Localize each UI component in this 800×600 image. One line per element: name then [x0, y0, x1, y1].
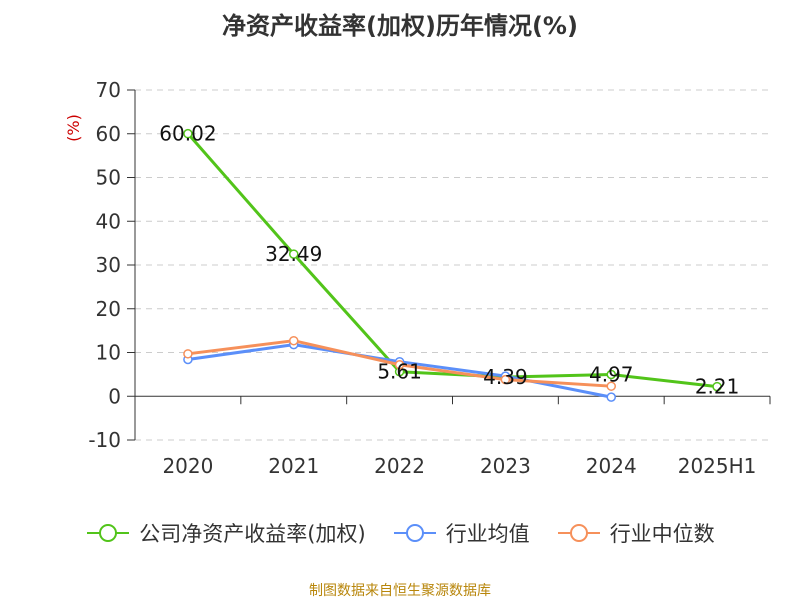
- data-point: [606, 369, 616, 380]
- legend-label: 公司净资产收益率(加权): [139, 522, 366, 546]
- data-label: 32.49: [265, 242, 322, 266]
- source-note: 制图数据来自恒生聚源数据库: [309, 583, 491, 599]
- data-point: [606, 381, 616, 391]
- data-point: [500, 374, 511, 385]
- legend-item[interactable]: 行业均值: [392, 518, 530, 548]
- x-tick-label: 2025H1: [678, 454, 757, 478]
- data-point: [289, 335, 299, 346]
- x-tick-label: 2020: [162, 454, 213, 478]
- y-tick-label: 30: [96, 253, 121, 277]
- legend-item[interactable]: 行业中位数: [556, 518, 715, 548]
- y-tick-label: 50: [96, 166, 121, 190]
- data-point: [183, 349, 193, 359]
- y-tick-label: -10: [88, 428, 121, 452]
- data-point: [183, 128, 193, 139]
- data-labels: 60.02 32.49 5.61 4.39 4.97 2.21: [159, 122, 739, 399]
- y-tick-label: 0: [108, 384, 121, 408]
- data-point: [712, 381, 722, 392]
- data-label: 5.61: [377, 360, 422, 384]
- legend-swatch: [87, 524, 130, 542]
- y-tick-label: 20: [96, 297, 121, 321]
- legend: 公司净资产收益率(加权) 行业均值 行业中位数: [0, 518, 800, 548]
- series-line: [186, 132, 718, 389]
- x-tick-label: 2024: [586, 454, 637, 478]
- x-tick-label: 2021: [268, 454, 319, 478]
- series-layer: [183, 128, 722, 402]
- y-tick-label: 70: [96, 78, 121, 102]
- data-label: 2.21: [695, 375, 740, 399]
- chart-title: 净资产收益率(加权)历年情况(%): [222, 12, 578, 40]
- grid-lines: [135, 89, 770, 441]
- legend-swatch: [393, 524, 436, 542]
- legend-item[interactable]: 公司净资产收益率(加权): [85, 518, 366, 548]
- legend-label: 行业均值: [445, 522, 530, 546]
- y-axis-label: (%): [64, 114, 83, 142]
- data-label: 4.97: [589, 363, 634, 387]
- data-point: [289, 249, 299, 259]
- data-point: [606, 392, 616, 402]
- legend-swatch: [557, 524, 600, 542]
- y-tick-label: 40: [96, 209, 121, 233]
- x-tick-label: 2022: [374, 454, 425, 478]
- data-point: [394, 360, 405, 370]
- data-label: 60.02: [159, 122, 216, 146]
- y-tick-label: 60: [96, 122, 121, 146]
- axes: -10 0 10 20 30 40 50 60 70 2020 2021 2022 2023 2024 20…: [88, 78, 771, 478]
- y-tick-label: 10: [96, 341, 121, 365]
- data-label: 4.39: [483, 365, 528, 389]
- legend-label: 行业中位数: [609, 522, 715, 546]
- x-tick-label: 2023: [480, 454, 531, 478]
